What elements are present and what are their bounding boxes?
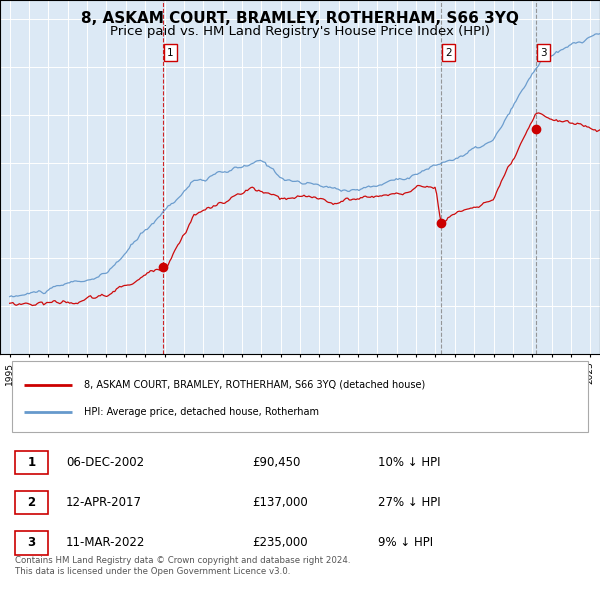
Text: 1: 1 [167, 48, 173, 58]
Text: Contains HM Land Registry data © Crown copyright and database right 2024.
This d: Contains HM Land Registry data © Crown c… [15, 556, 350, 576]
Text: 3: 3 [28, 536, 35, 549]
Text: 2: 2 [445, 48, 451, 58]
Text: 12-APR-2017: 12-APR-2017 [66, 496, 142, 509]
Text: Price paid vs. HM Land Registry's House Price Index (HPI): Price paid vs. HM Land Registry's House … [110, 25, 490, 38]
Text: 27% ↓ HPI: 27% ↓ HPI [378, 496, 440, 509]
Text: 1: 1 [28, 456, 35, 469]
Text: £137,000: £137,000 [252, 496, 308, 509]
Text: 06-DEC-2002: 06-DEC-2002 [66, 456, 144, 469]
Text: 11-MAR-2022: 11-MAR-2022 [66, 536, 145, 549]
Text: HPI: Average price, detached house, Rotherham: HPI: Average price, detached house, Roth… [84, 407, 319, 417]
FancyBboxPatch shape [15, 531, 48, 555]
FancyBboxPatch shape [15, 451, 48, 474]
Text: 10% ↓ HPI: 10% ↓ HPI [378, 456, 440, 469]
Text: 8, ASKAM COURT, BRAMLEY, ROTHERHAM, S66 3YQ (detached house): 8, ASKAM COURT, BRAMLEY, ROTHERHAM, S66 … [84, 380, 425, 389]
Text: 9% ↓ HPI: 9% ↓ HPI [378, 536, 433, 549]
Text: £235,000: £235,000 [252, 536, 308, 549]
Text: 8, ASKAM COURT, BRAMLEY, ROTHERHAM, S66 3YQ: 8, ASKAM COURT, BRAMLEY, ROTHERHAM, S66 … [81, 11, 519, 25]
FancyBboxPatch shape [12, 361, 588, 432]
Text: £90,450: £90,450 [252, 456, 301, 469]
FancyBboxPatch shape [15, 491, 48, 514]
Text: 3: 3 [540, 48, 547, 58]
Text: 2: 2 [28, 496, 35, 509]
